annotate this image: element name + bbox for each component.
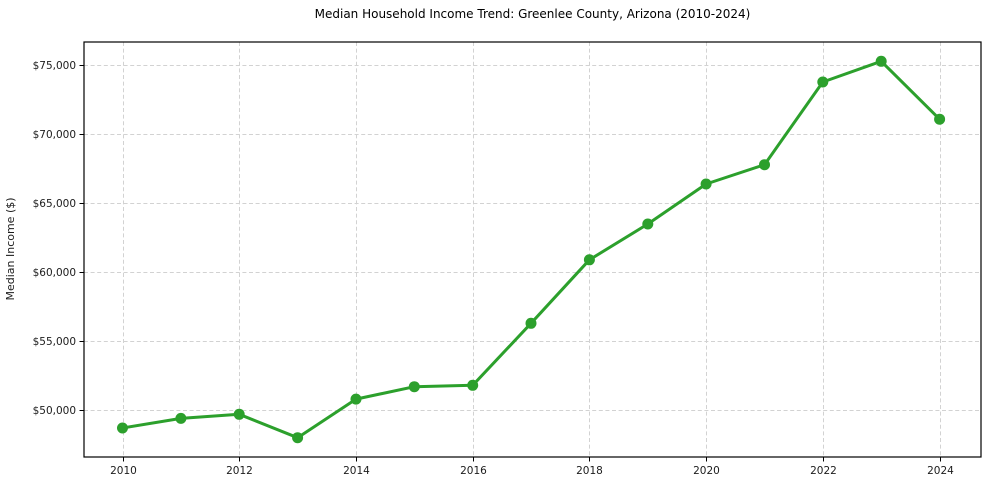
data-point	[292, 432, 304, 444]
x-tick-label: 2018	[576, 465, 603, 477]
chart-title: Median Household Income Trend: Greenlee …	[314, 7, 751, 21]
x-tick-label: 2020	[693, 465, 720, 477]
data-point	[350, 393, 362, 405]
trend-line	[121, 59, 942, 440]
data-point	[233, 408, 245, 420]
data-point	[467, 379, 479, 391]
y-tick-label: $65,000	[33, 198, 76, 210]
data-point	[408, 381, 420, 393]
x-tick-label: 2012	[226, 465, 253, 477]
data-point	[875, 55, 887, 67]
data-point	[642, 218, 654, 230]
data-point	[175, 412, 187, 424]
plot-border	[83, 41, 982, 458]
y-tick-label: $50,000	[33, 405, 76, 417]
y-axis-label: Median Income ($)	[4, 197, 17, 300]
x-tick-label: 2014	[343, 465, 370, 477]
data-point	[817, 76, 829, 88]
data-point	[934, 113, 946, 125]
y-tick-label: $55,000	[33, 336, 76, 348]
data-point	[583, 254, 595, 266]
data-point	[700, 178, 712, 190]
x-tick-label: 2010	[110, 465, 137, 477]
data-point	[117, 422, 128, 434]
x-tick-label: 2016	[460, 465, 487, 477]
data-point	[759, 159, 770, 171]
y-tick-label: $60,000	[33, 267, 76, 279]
x-tick-label: 2022	[810, 465, 837, 477]
data-point	[525, 317, 537, 329]
y-tick-label: $75,000	[33, 60, 76, 72]
y-tick-label: $70,000	[33, 129, 76, 141]
x-tick-label: 2024	[927, 465, 954, 477]
